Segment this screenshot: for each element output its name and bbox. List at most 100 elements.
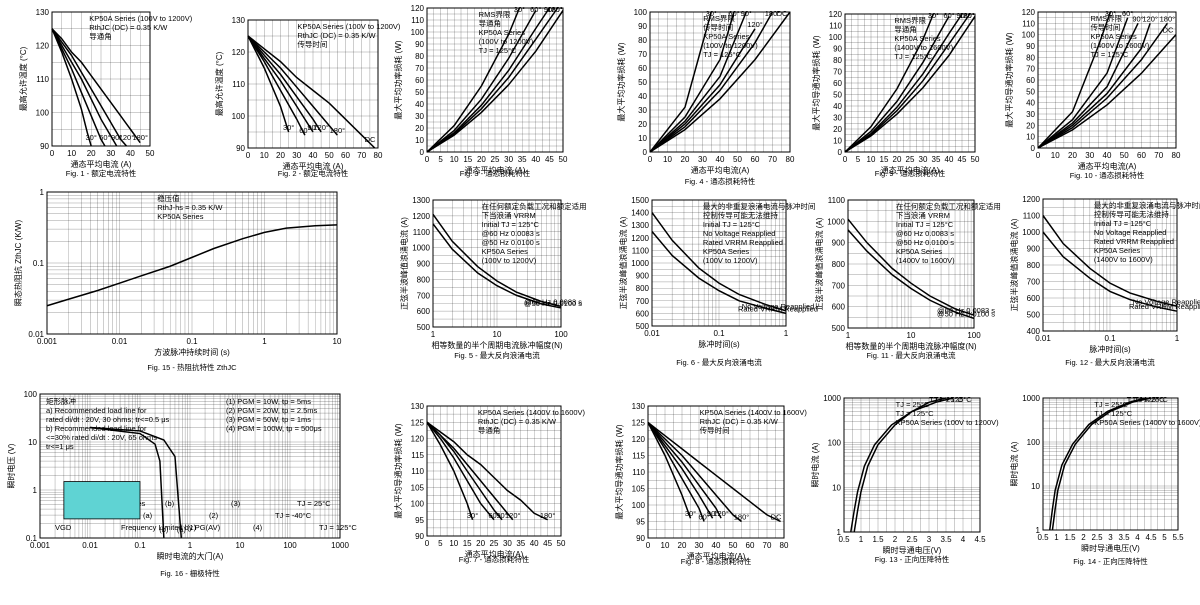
annotation: (3): [231, 499, 241, 508]
y-tick-label: 100: [1022, 31, 1036, 40]
x-tick-label: 10: [333, 337, 342, 346]
y-tick-label: 500: [1027, 311, 1041, 320]
annotation: @60 Hz 0.0083 s: [896, 229, 954, 238]
y-tick-label: 100: [829, 33, 843, 42]
x-tick-label: 0: [1036, 151, 1041, 160]
y-axis-label: 正弦半波峰值浪涌电流 (A): [1009, 218, 1019, 311]
y-tick-label: 100: [828, 439, 842, 448]
gate-trigger-region: [63, 481, 141, 520]
annotation: KP50A Series: [157, 212, 204, 221]
x-tick-label: 70: [763, 541, 772, 550]
series-label: 90°: [544, 5, 555, 14]
x-tick-label: 10: [449, 539, 458, 548]
x-tick-label: 40: [712, 541, 721, 550]
series-line-fig9-4: [844, 13, 935, 153]
annotation: @50 Hz 0.0100 s: [482, 238, 540, 247]
series-label: 30°: [706, 9, 717, 18]
y-tick-label: 700: [832, 281, 846, 290]
x-tick-label: 0.1: [186, 337, 198, 346]
chart-fig8: 0 10 20 30 40 50 60 70 80 90 95 100 105 110 115 120 125 1…: [614, 402, 807, 566]
annotation: KP50A Series: [479, 28, 526, 37]
annotation: Rated VRRM Reapplied: [703, 238, 783, 247]
chart-fig14: 0.5 1 1.5 2 2.5 3 3.5 4 4.5 5 5.51101001000瞬时导通电压(…: [1009, 394, 1200, 566]
y-tick-label: 10: [832, 483, 841, 492]
x-tick-label: 30: [503, 539, 512, 548]
x-tick-label: 80: [780, 541, 789, 550]
y-tick-label: 50: [638, 78, 647, 87]
annotation: (1400V to 1600V): [1094, 255, 1153, 264]
x-tick-label: 30: [695, 541, 704, 550]
figure-caption: Fig. 10 - 通态损耗特性: [1070, 170, 1145, 180]
annotation: 导通角: [479, 18, 502, 28]
x-tick-label: 3: [1108, 533, 1113, 542]
y-tick-label: 1200: [631, 234, 649, 243]
x-tick-label: 1: [784, 329, 789, 338]
y-tick-label: 105: [411, 483, 425, 492]
y-tick-label: 20: [833, 125, 842, 134]
y-tick-label: 125: [411, 418, 425, 427]
y-tick-label: 100: [232, 112, 246, 121]
y-tick-label: 0.1: [33, 259, 45, 268]
y-tick-label: 800: [417, 275, 431, 284]
y-tick-label: 10: [415, 136, 424, 145]
x-tick-label: 40: [309, 151, 318, 160]
x-tick-label: 10: [67, 149, 76, 158]
x-tick-label: 1000: [331, 541, 349, 550]
annotation: (100V to 1200V): [482, 256, 537, 265]
series-line-fig3-0: [426, 9, 564, 153]
y-tick-label: 10: [1026, 133, 1035, 142]
annotation: Initial TJ = 125°C: [896, 220, 954, 229]
y-tick-label: 115: [411, 451, 424, 460]
annotation: KP50A Series (100V to 1200V): [297, 22, 400, 31]
y-tick-label: 20: [415, 124, 424, 133]
series-line-fig10-0: [1037, 34, 1177, 149]
y-tick-label: 30: [833, 114, 842, 123]
x-tick-label: 70: [357, 151, 366, 160]
annotation: (4): [253, 523, 263, 532]
y-tick-label: 70: [638, 50, 647, 59]
annotation: 导通角: [89, 31, 112, 41]
x-tick-label: 20: [681, 155, 690, 164]
annotation: (100V to 1200V): [479, 37, 534, 46]
y-tick-label: 1: [837, 528, 842, 537]
x-tick-label: 0: [246, 151, 251, 160]
x-tick-label: 5: [438, 155, 443, 164]
annotation: TJ = 125°C: [894, 52, 932, 61]
series-line-fig4-3: [649, 11, 747, 153]
x-tick-label: 50: [325, 151, 334, 160]
figure-caption: Fig. 12 - 最大反向浪涌电流: [1065, 357, 1155, 367]
annotation: 在任何额定负载工况和额定适用: [896, 201, 1001, 211]
series-line-fig8-4: [647, 421, 742, 523]
series-line-fig9-0: [844, 15, 976, 153]
x-tick-label: 0.001: [30, 541, 51, 550]
annotation: TJ = 125°C: [703, 50, 741, 59]
y-tick-label: 110: [411, 467, 424, 476]
y-tick-label: 800: [832, 260, 846, 269]
y-tick-label: 500: [417, 323, 431, 332]
series-line-fig1-0: [51, 28, 92, 147]
chart-fig7: 0 5 10 15 20 25 30 35 40 45 50 90 95 100 105 110 115 120 1…: [393, 402, 586, 564]
y-axis-label: 正弦半波峰值浪涌电流 (A): [618, 216, 628, 309]
plot-frame-fig10: [1037, 11, 1177, 149]
figure-caption: Fig. 7 - 通态损耗特性: [459, 554, 530, 564]
y-tick-label: 800: [1027, 261, 1041, 270]
series-label: 60°: [728, 9, 739, 18]
annotation: (1400V to 1600V): [894, 43, 953, 52]
x-tick-label: 50: [559, 155, 568, 164]
series-line-fig11-1: [847, 229, 975, 320]
y-axis-label: 正弦半波峰值浪涌电流 (A): [814, 217, 824, 310]
x-tick-label: 20: [476, 539, 485, 548]
x-tick-label: 40: [531, 155, 540, 164]
x-tick-label: 30: [106, 149, 115, 158]
series-label: 180°: [1160, 14, 1176, 23]
y-tick-label: 1100: [413, 228, 431, 237]
y-tick-label: 130: [36, 8, 50, 17]
x-tick-label: 0.5: [1037, 533, 1049, 542]
y-tick-label: 10: [833, 137, 842, 146]
y-tick-label: 120: [411, 4, 425, 13]
plot-frame-fig15: [46, 191, 338, 335]
x-tick-label: 100: [967, 331, 981, 340]
y-tick-label: 800: [636, 284, 650, 293]
annotation: TJ = -40°C: [275, 511, 312, 520]
x-tick-label: 4: [1135, 533, 1140, 542]
